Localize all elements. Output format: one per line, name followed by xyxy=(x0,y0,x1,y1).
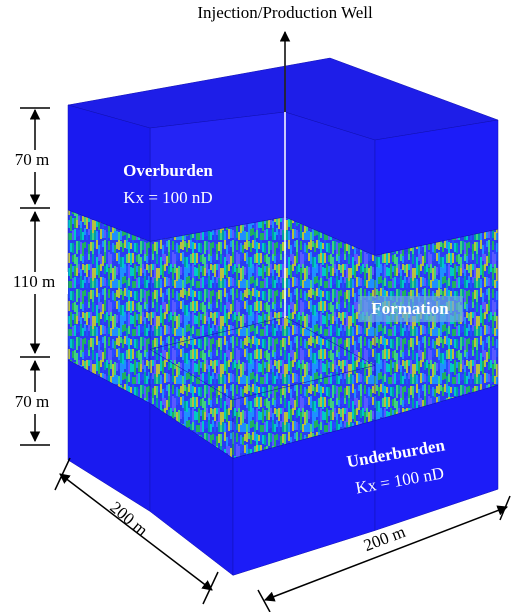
dim-middle: 110 m xyxy=(13,272,55,291)
well-label: Injection/Production Well xyxy=(197,3,373,22)
formation-label: Formation xyxy=(371,299,449,318)
dim-bottom: 70 m xyxy=(15,392,49,411)
dim-top: 70 m xyxy=(15,150,49,169)
overburden-label: Overburden xyxy=(123,161,213,180)
diagram: Injection/Production Well Overburden Kx … xyxy=(0,0,516,612)
overburden-k: Kx = 100 nD xyxy=(123,188,212,207)
